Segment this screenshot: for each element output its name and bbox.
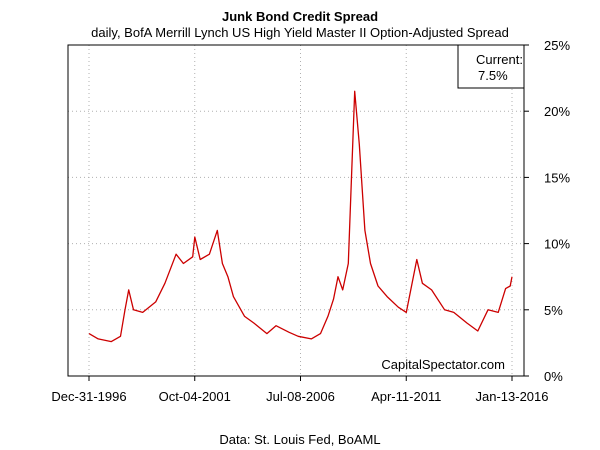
current-box: Current: 7.5% [457,44,525,89]
y-tick-label: 15% [544,170,570,185]
watermark: CapitalSpectator.com [381,357,505,372]
current-value: 7.5% [478,68,508,83]
x-tick-label: Dec-31-1996 [51,389,126,404]
grid-lines [68,45,524,376]
spread-series-line [88,90,513,343]
x-tick-label: Jan-13-2016 [476,389,549,404]
x-tick-label: Oct-04-2001 [159,389,231,404]
chart-title: Junk Bond Credit Spread [221,9,379,24]
current-box-frame [457,44,525,89]
plot-frame [67,44,525,377]
chart-subtitle: daily, BofA Merrill Lynch US High Yield … [91,25,509,40]
x-axis: Dec-31-1996 Oct-04-2001 Jul-08-2006 Apr-11-… [51,376,549,404]
x-tick-label: Apr-11-2011 [371,389,441,404]
plot-area [88,90,513,343]
y-tick-label: 0% [544,369,563,384]
y-tick-label: 10% [544,237,570,252]
y-axis: 0% 5% 10% 15% 20% 25% [524,38,570,384]
y-tick-label: 25% [544,38,570,53]
data-source-note: Data: St. Louis Fed, BoAML [219,432,381,447]
y-tick-label: 20% [544,104,570,119]
current-label: Current: [476,52,523,67]
y-tick-label: 5% [544,303,563,318]
x-tick-label: Jul-08-2006 [266,389,335,404]
